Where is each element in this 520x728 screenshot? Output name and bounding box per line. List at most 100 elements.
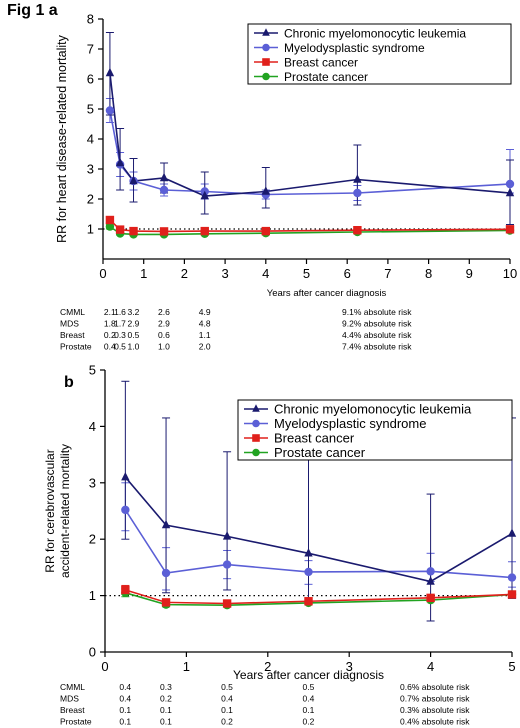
- table-cell: 0.4: [221, 694, 233, 704]
- table-cell: 3.2: [128, 307, 140, 317]
- x-tick-label: 4: [427, 659, 434, 674]
- legend-marker-circle: [262, 43, 270, 52]
- data-point-circle: [505, 179, 515, 189]
- data-point-square: [304, 597, 313, 606]
- y-tick-label: 7: [87, 42, 94, 57]
- table-cell: 0.6: [158, 330, 170, 340]
- data-point-circle: [507, 573, 517, 582]
- data-point-triangle: [507, 528, 517, 537]
- y-tick-label: 5: [89, 363, 96, 378]
- table-cell: 2.9: [158, 319, 170, 329]
- data-point-circle: [222, 560, 232, 569]
- series-line-3: [125, 592, 513, 606]
- data-point-circle: [105, 106, 115, 115]
- legend-marker-circle: [252, 419, 260, 428]
- data-point-square: [426, 593, 435, 603]
- data-point-square: [507, 590, 517, 599]
- legend-marker-circle: [252, 448, 260, 457]
- table-cell: 1.8: [104, 319, 116, 329]
- table-cell: 0.4: [119, 694, 131, 704]
- table-row-label: MDS: [60, 694, 79, 704]
- series-line-0: [124, 476, 513, 583]
- y-tick-label: 3: [89, 475, 96, 490]
- legend-label: Prostate cancer: [274, 445, 366, 460]
- x-tick-label: 3: [221, 266, 228, 281]
- table-cell: 4.9: [199, 307, 211, 317]
- panel-b-chart: b 0 1 2 3 4 5 0 1 2 3 4 5 Years after cancer diagnosi…: [43, 363, 517, 727]
- x-tick-label: 5: [303, 266, 310, 281]
- legend-label: Breast cancer: [284, 56, 358, 70]
- table-risk: 9.2% absolute risk: [342, 319, 412, 329]
- table-cell: 0.4: [104, 342, 116, 352]
- table-cell: 0.2: [303, 717, 315, 727]
- series-line-1: [124, 509, 513, 579]
- data-point-square: [222, 599, 232, 608]
- table-row-label: MDS: [60, 319, 79, 329]
- y-axis-title: RR for heart disease-related mortality: [55, 34, 69, 242]
- table-cell: 0.5: [303, 682, 315, 692]
- x-tick-label: 6: [344, 266, 351, 281]
- data-point-square: [261, 226, 270, 236]
- table-cell: 4.8: [199, 319, 211, 329]
- table-cell: 0.1: [160, 717, 172, 727]
- x-tick-label: 1: [183, 659, 190, 674]
- x-tick-label: 0: [101, 659, 108, 674]
- data-point-circle: [161, 568, 171, 578]
- data-point-circle: [159, 185, 169, 195]
- legend-marker-square: [262, 58, 270, 66]
- y-tick-label: 4: [87, 132, 94, 147]
- table-cell: 0.5: [114, 342, 126, 352]
- series-line-2: [125, 589, 513, 605]
- legend-box: [237, 399, 513, 461]
- data-point-triangle: [505, 187, 515, 197]
- table-row-label: CMML: [60, 307, 85, 317]
- legend-marker-circle: [262, 72, 270, 81]
- panel-label: b: [64, 374, 74, 391]
- table-cell: 2.0: [199, 342, 211, 352]
- y-tick-label: 8: [87, 12, 94, 27]
- data-point-triangle: [129, 175, 138, 185]
- y-axis-title-line: RR for cerebrovascular: [43, 449, 57, 572]
- table-cell: 1.0: [158, 342, 170, 352]
- legend-label: Chronic myelomonocytic leukemia: [284, 27, 466, 41]
- table-risk: 7.4% absolute risk: [342, 342, 412, 352]
- data-point-square: [105, 215, 115, 225]
- y-tick-label: 5: [87, 102, 94, 117]
- data-point-circle: [105, 222, 115, 231]
- x-tick-label: 0: [99, 266, 106, 281]
- table-cell: 1.6: [114, 307, 126, 317]
- y-tick-label: 3: [87, 162, 94, 177]
- data-point-triangle: [304, 548, 313, 557]
- table-cell: 0.1: [303, 705, 315, 715]
- data-point-square: [161, 598, 171, 607]
- y-tick-label: 6: [87, 72, 94, 87]
- y-axis-title: RR for cerebrovascularaccident-related m…: [43, 444, 72, 578]
- y-tick-label: 2: [89, 532, 96, 547]
- table-row-label: Prostate: [60, 717, 92, 727]
- table-cell: 0.2: [160, 694, 172, 704]
- data-point-circle: [426, 567, 435, 576]
- data-point-triangle: [159, 172, 169, 182]
- data-point-square: [505, 225, 515, 234]
- data-point-circle: [304, 567, 313, 577]
- table-cell: 2.1: [104, 307, 116, 317]
- y-tick-label: 1: [87, 222, 94, 237]
- data-point-square: [353, 226, 362, 235]
- x-tick-label: 1: [140, 266, 147, 281]
- data-point-square: [200, 226, 209, 236]
- x-tick-label: 3: [346, 659, 353, 674]
- data-point-triangle: [200, 190, 209, 200]
- data-point-triangle: [161, 519, 171, 529]
- data-point-circle: [121, 505, 130, 515]
- table-risk: 0.6% absolute risk: [400, 682, 470, 692]
- legend-label: Prostate cancer: [284, 70, 368, 84]
- table-row-label: Breast: [60, 330, 85, 340]
- data-point-triangle: [426, 576, 435, 585]
- table-row-label: CMML: [60, 682, 85, 692]
- table-cell: 2.9: [128, 319, 140, 329]
- table-row-label: Breast: [60, 705, 85, 715]
- data-point-triangle: [121, 471, 130, 481]
- x-tick-label: 4: [262, 266, 269, 281]
- data-point-triangle: [353, 174, 362, 183]
